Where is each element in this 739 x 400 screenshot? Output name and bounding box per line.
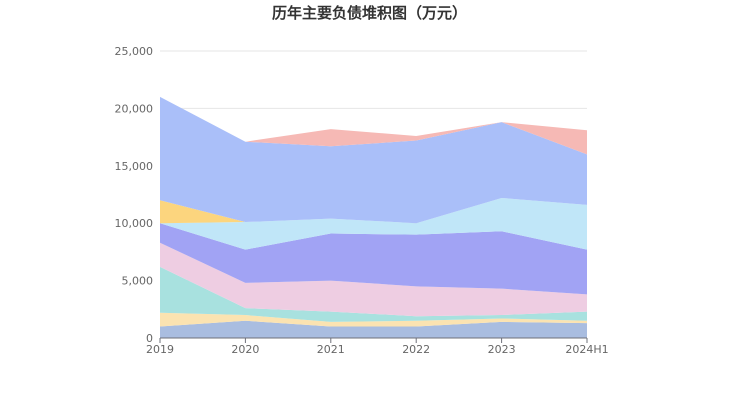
x-tick-label: 2021 bbox=[317, 343, 345, 356]
area-series-2 bbox=[160, 312, 587, 327]
area-series-3 bbox=[160, 266, 587, 322]
y-tick-label: 15,000 bbox=[115, 160, 154, 173]
area-series-1 bbox=[160, 320, 587, 338]
x-tick-label: 2024H1 bbox=[565, 343, 608, 356]
y-tick-label: 20,000 bbox=[115, 102, 154, 115]
area-series-7 bbox=[160, 197, 587, 224]
x-tick-label: 2019 bbox=[146, 343, 174, 356]
chart-title: 历年主要负债堆积图（万元） bbox=[271, 4, 467, 22]
y-tick-label: 10,000 bbox=[115, 217, 154, 230]
y-tick-label: 25,000 bbox=[115, 45, 154, 58]
area-series-5 bbox=[160, 223, 587, 295]
area-series-8 bbox=[160, 96, 587, 224]
x-tick-label: 2020 bbox=[231, 343, 259, 356]
x-tick-label: 2023 bbox=[488, 343, 516, 356]
area-series-9 bbox=[160, 96, 587, 155]
y-tick-label: 0 bbox=[146, 332, 153, 345]
x-tick-label: 2022 bbox=[402, 343, 430, 356]
area-series-4 bbox=[160, 242, 587, 317]
area-series-6 bbox=[160, 197, 587, 250]
y-tick-label: 5,000 bbox=[122, 275, 154, 288]
